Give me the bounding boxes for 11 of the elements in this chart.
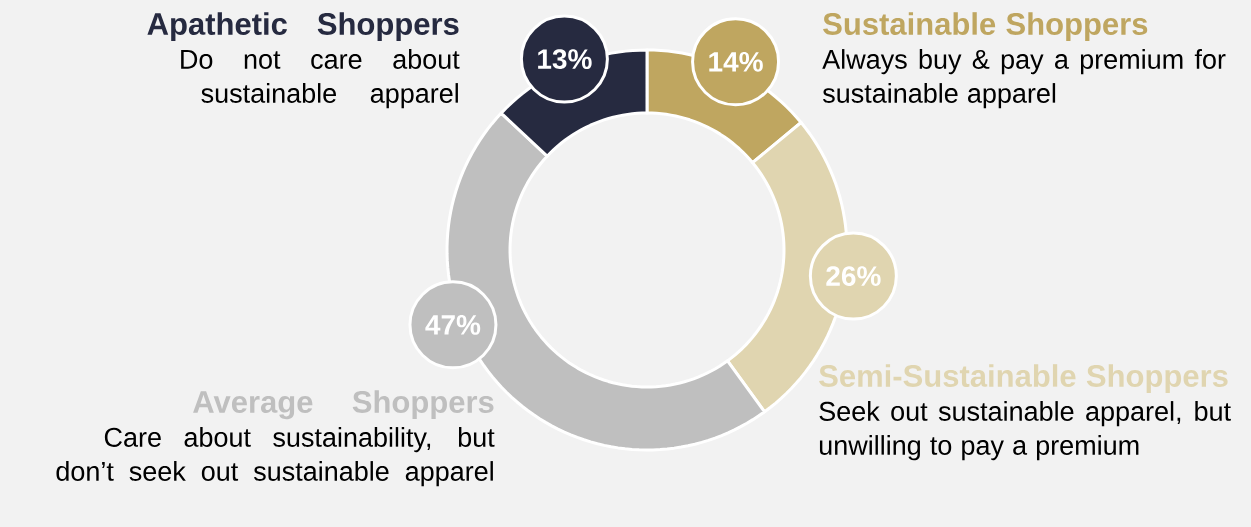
slice-label: Sustainable Shoppers	[823, 12, 1148, 42]
data-label: 14%	[709, 51, 763, 72]
data-label: 13%	[538, 49, 592, 70]
text: Care about sustainability, but don’t seek out sustainable apparel	[56, 427, 495, 487]
slice-label: Semi-Sustainable Shoppers	[819, 364, 1228, 394]
text: Do not care about sustainable apparel	[181, 49, 460, 109]
text: Seek out sustainable apparel, but unwilling to pay a premium	[819, 401, 1231, 461]
data-label: 26%	[826, 266, 881, 286]
text: Always buy & pay a premium for sustainable apparel	[822, 49, 1226, 109]
data-label: 47%	[425, 315, 481, 335]
slice-label: Apathetic Shoppers	[147, 12, 459, 42]
